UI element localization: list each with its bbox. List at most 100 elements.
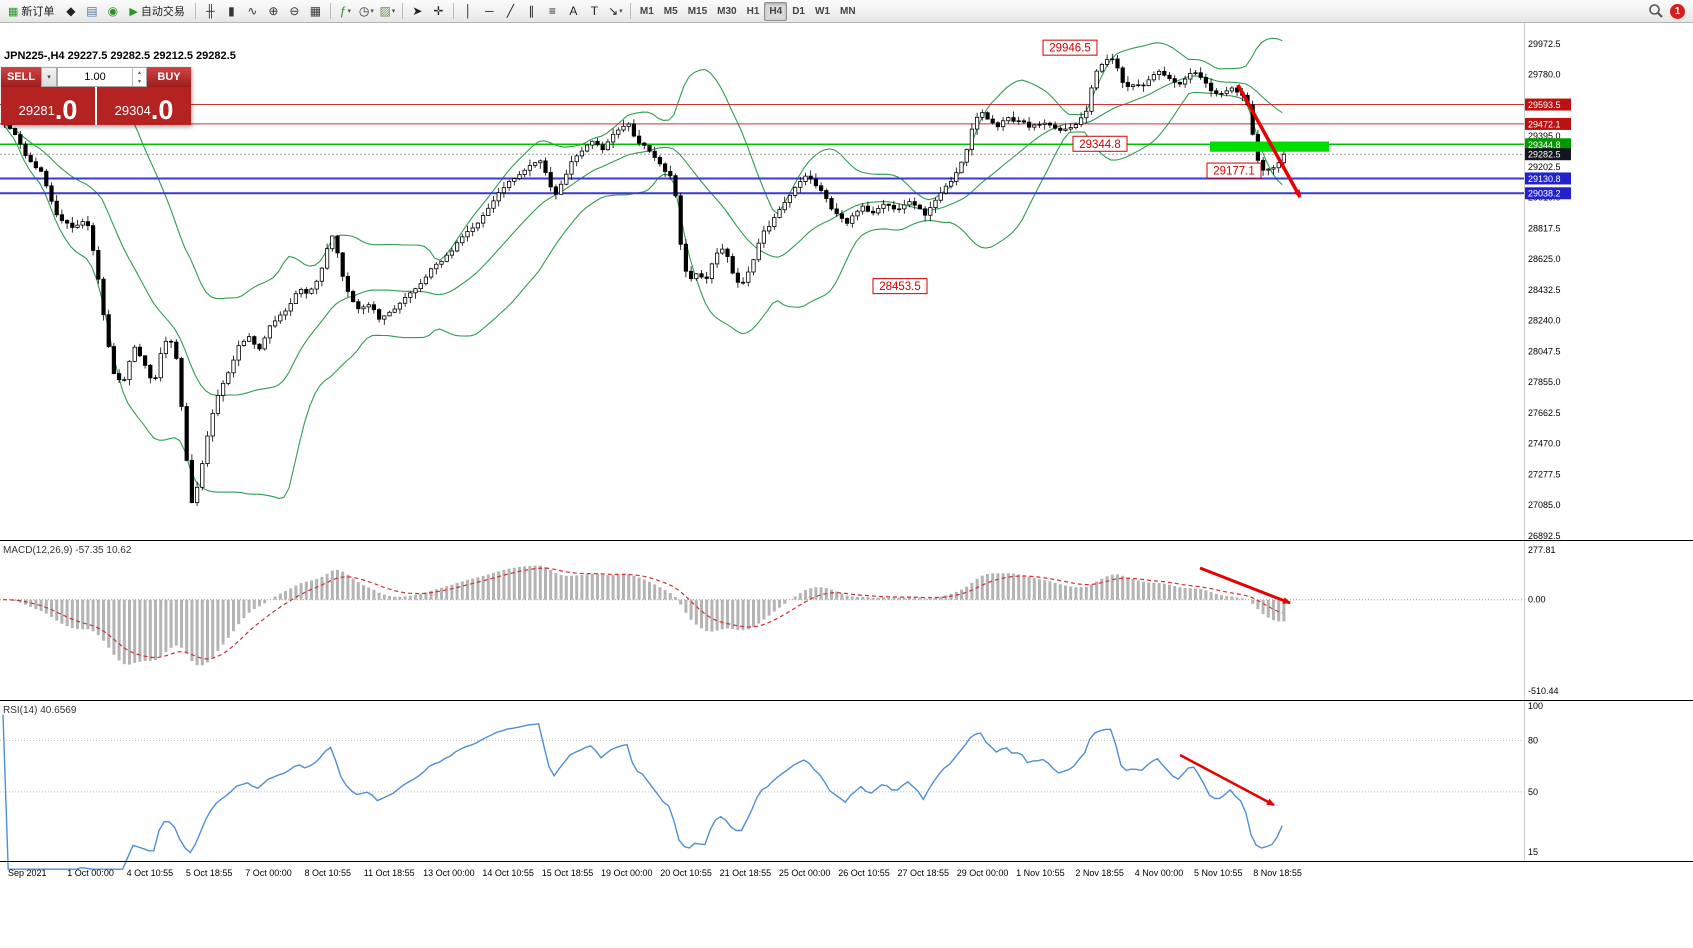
volume-stepper: ▲ ▼ [132,68,146,86]
timeframe-m5[interactable]: M5 [663,5,678,17]
print-icon[interactable]: ▤ [81,1,102,22]
profile-icon[interactable]: ◆ [60,1,81,22]
volume-decrease-button[interactable]: ▼ [137,78,142,85]
chevron-down-icon: ▾ [47,74,51,81]
candlestick-chart-icon[interactable]: ▮ [221,1,242,22]
horizontal-line-icon[interactable]: ─ [479,1,500,22]
timeframe-mn[interactable]: MN [839,5,856,17]
label-icon[interactable]: T [584,1,605,22]
svg-text:29472.1: 29472.1 [1528,119,1561,129]
toolbar-separator [194,3,196,19]
channel-icon[interactable]: ∥ [521,1,542,22]
svg-text:29177.1: 29177.1 [1213,166,1255,178]
chevron-down-icon: ▾ [370,7,374,15]
svg-text:11 Oct 18:55: 11 Oct 18:55 [364,868,415,878]
buy-price-display[interactable]: 29304 .0 [97,87,191,125]
macd-signal-line [2,567,1283,660]
zoom-in-icon: ⊕ [268,4,279,18]
order-type-dropdown[interactable]: ▾ [41,67,57,87]
chart-canvas[interactable]: 29946.5 29344.8 29177.1 28453.5 29972.5 29780… [0,23,1693,943]
toolbar-right-group: 1 [1648,3,1691,19]
timeframe-d1[interactable]: D1 [792,5,805,17]
svg-text:27855.0: 27855.0 [1528,377,1561,387]
bar-chart-icon: ╫ [206,4,215,18]
fibonacci-icon[interactable]: ≡ [542,1,563,22]
volume-input[interactable]: 1.00 ▲ ▼ [57,67,147,87]
new-order-button[interactable]: ▦ 新订单 [2,1,60,22]
volume-increase-button[interactable]: ▲ [137,69,142,76]
trendline-icon: ╱ [506,4,514,18]
timeframe-h1[interactable]: H1 [746,5,760,17]
notification-badge[interactable]: 1 [1670,3,1685,19]
label-icon: T [590,4,599,18]
indicators-icon: ƒ [339,4,347,18]
bar-chart-icon[interactable]: ╫ [200,1,221,22]
channel-icon: ∥ [528,4,535,18]
svg-text:29202.5: 29202.5 [1528,162,1561,172]
svg-text:277.81: 277.81 [1528,545,1556,555]
trend-arrow-macd [1199,566,1291,605]
horizontal-line-icon: ─ [485,4,494,18]
timeframe-w1[interactable]: W1 [814,5,830,17]
history-icon: ◉ [107,4,119,18]
arrow-tools-icon[interactable]: ↘ ▾ [605,1,626,22]
timeframe-m1[interactable]: M1 [639,5,654,17]
buy-price-main: 29304 [114,103,151,118]
svg-text:20 Oct 10:55: 20 Oct 10:55 [660,868,712,878]
svg-text:5 Nov 10:55: 5 Nov 10:55 [1194,868,1243,878]
chart-container: 29946.5 29344.8 29177.1 28453.5 29972.5 29780… [0,23,1693,943]
crosshair-icon: ✛ [433,4,444,18]
text-icon[interactable]: A [563,1,584,22]
timeframe-m15[interactable]: M15 [687,5,708,17]
line-chart-icon[interactable]: ∿ [242,1,263,22]
crosshair-icon[interactable]: ✛ [428,1,449,22]
svg-text:19 Oct 00:00: 19 Oct 00:00 [601,868,653,878]
timeframe-m30[interactable]: M30 [717,5,737,17]
candlesticks [2,53,1286,506]
candlestick-chart-icon: ▮ [228,4,235,18]
new-order-button-label: 新订单 [21,6,55,18]
new-order-button-icon: ▦ [8,5,19,18]
toolbar-separator [329,3,331,19]
auto-trading-button[interactable]: ▶ 自动交易 [123,1,190,22]
search-icon[interactable] [1648,3,1664,19]
svg-text:1 Oct 00:00: 1 Oct 00:00 [67,868,114,878]
zoom-in-icon[interactable]: ⊕ [263,1,284,22]
history-icon[interactable]: ◉ [102,1,123,22]
toolbar: ▦ 新订单 ◆ ▤ ◉ ▶ 自动交易 ╫ ▮ ∿ ⊕ ⊖ ▦ ƒ ▾ ◷ ▾ ▨ ▾ ➤ ✛ │ ─ ╱ ∥ ≡ A T ↘ ▾ M1 M5 M… [0,0,1693,23]
chevron-down-icon: ▾ [391,7,396,15]
svg-text:27470.0: 27470.0 [1528,439,1561,449]
cursor-icon[interactable]: ➤ [407,1,428,22]
trendline-icon[interactable]: ╱ [500,1,521,22]
tile-windows-icon[interactable]: ▦ [305,1,326,22]
periods-icon[interactable]: ◷ ▾ [356,1,377,22]
sell-price-display[interactable]: 29281 .0 [1,87,95,125]
svg-text:28047.5: 28047.5 [1528,346,1561,356]
sell-button[interactable]: SELL [1,67,41,87]
price-axis[interactable]: 29972.529780.029587.529395.029202.529010… [1525,39,1571,541]
svg-text:25 Oct 00:00: 25 Oct 00:00 [779,868,831,878]
timeframe-h4[interactable]: H4 [764,1,788,21]
one-click-trading-panel: SELL ▾ 1.00 ▲ ▼ BUY 29281 .0 [1,67,191,125]
fibonacci-icon: ≡ [548,4,556,18]
toolbar-separator [629,3,631,19]
vertical-line-icon[interactable]: │ [458,1,479,22]
templates-icon[interactable]: ▨ ▾ [377,1,398,22]
svg-text:15 Oct 18:55: 15 Oct 18:55 [542,868,594,878]
zoom-out-icon[interactable]: ⊖ [284,1,305,22]
svg-text:4 Oct 10:55: 4 Oct 10:55 [127,868,174,878]
svg-text:15: 15 [1528,847,1538,857]
svg-text:7 Oct 00:00: 7 Oct 00:00 [245,868,292,878]
indicators-icon[interactable]: ƒ ▾ [335,1,356,22]
svg-text:26892.5: 26892.5 [1528,531,1561,541]
time-axis[interactable]: Sep 2021 1 Oct 00:00 4 Oct 10:55 5 Oct 18:5… [8,868,1302,878]
svg-text:50: 50 [1528,787,1538,797]
svg-text:27 Oct 18:55: 27 Oct 18:55 [898,868,950,878]
svg-text:29344.8: 29344.8 [1079,139,1121,151]
svg-text:28432.5: 28432.5 [1528,285,1561,295]
buy-button[interactable]: BUY [147,67,191,87]
auto-trading-button-label: 自动交易 [140,6,185,18]
tile-windows-icon: ▦ [309,4,322,18]
svg-text:29395.0: 29395.0 [1528,131,1561,141]
svg-text:29946.5: 29946.5 [1049,43,1091,55]
